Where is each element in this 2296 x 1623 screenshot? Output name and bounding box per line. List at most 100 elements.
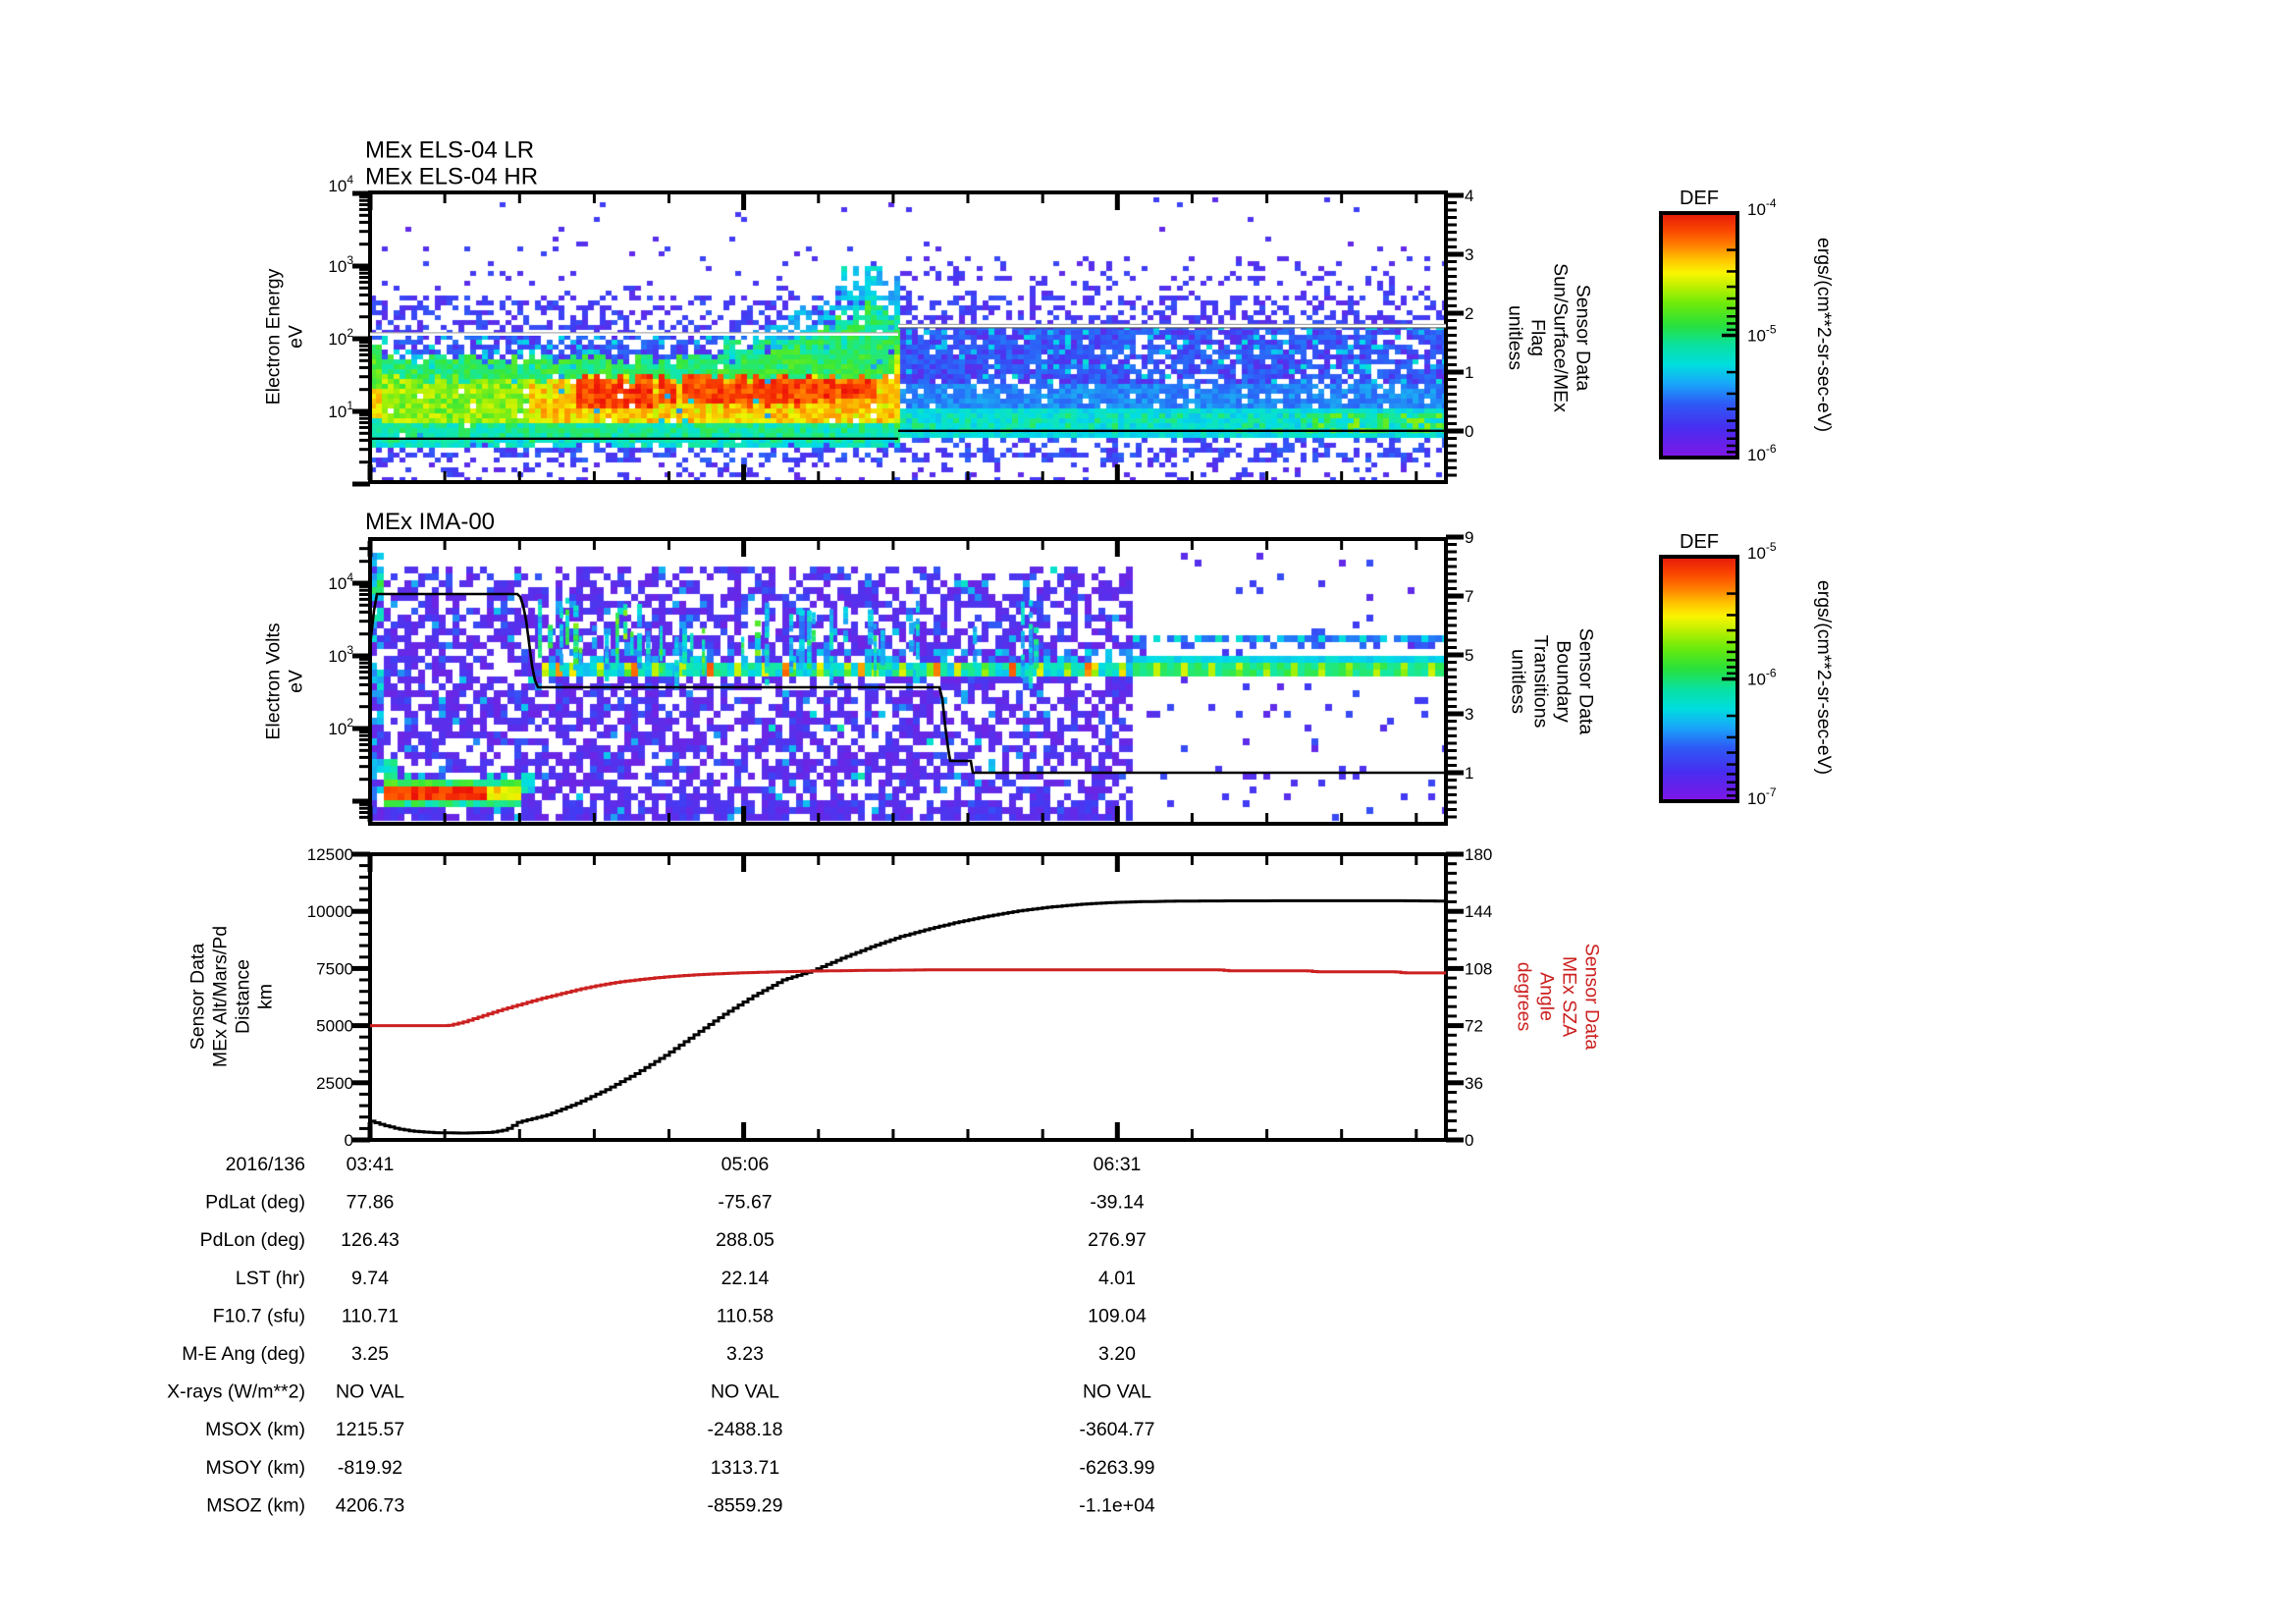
svg-text:36: 36 [1465,1074,1483,1093]
svg-text:0: 0 [345,1131,353,1150]
svg-text:ergs/(cm**2-sr-sec-eV): ergs/(cm**2-sr-sec-eV) [1813,238,1835,432]
svg-text:3: 3 [1465,245,1473,264]
svg-text:7500: 7500 [316,959,353,978]
svg-text:unitless: unitless [1508,649,1529,714]
svg-text:2: 2 [1465,304,1473,323]
svg-text:Sensor Data: Sensor Data [1573,285,1594,392]
svg-text:10000: 10000 [307,902,353,921]
svg-text:Flag: Flag [1527,319,1549,356]
svg-text:180: 180 [1465,845,1492,864]
svg-text:276.97: 276.97 [1088,1229,1147,1251]
svg-text:M-E Ang (deg): M-E Ang (deg) [182,1343,305,1365]
svg-text:MEx SZA: MEx SZA [1559,956,1580,1037]
svg-text:7: 7 [1465,587,1473,606]
svg-text:MEx ELS-04 HR: MEx ELS-04 HR [365,164,538,190]
svg-text:NO VAL: NO VAL [1083,1381,1151,1403]
svg-text:-2488.18: -2488.18 [708,1419,783,1440]
svg-text:104: 104 [328,570,353,593]
svg-text:22.14: 22.14 [721,1268,770,1289]
svg-text:2016/136: 2016/136 [226,1154,305,1175]
svg-text:110.58: 110.58 [717,1305,774,1326]
svg-text:3.25: 3.25 [351,1343,389,1365]
svg-text:km: km [255,984,277,1009]
svg-text:05:06: 05:06 [721,1154,770,1175]
svg-text:10-5: 10-5 [1747,323,1777,346]
svg-text:110.71: 110.71 [342,1305,399,1326]
svg-text:103: 103 [328,643,353,666]
svg-text:4: 4 [1465,187,1473,205]
svg-text:1: 1 [1465,764,1473,783]
svg-text:102: 102 [328,716,353,738]
svg-text:9.74: 9.74 [351,1268,389,1289]
svg-text:1: 1 [1465,363,1473,382]
svg-text:0: 0 [1465,422,1473,441]
svg-text:109.04: 109.04 [1088,1305,1147,1326]
svg-text:Sun/Surface/MEx: Sun/Surface/MEx [1550,263,1572,412]
svg-text:DEF: DEF [1680,188,1719,209]
svg-text:06:31: 06:31 [1094,1154,1142,1175]
svg-text:PdLat (deg): PdLat (deg) [205,1192,305,1214]
svg-text:4.01: 4.01 [1098,1268,1136,1289]
svg-text:Transitions: Transitions [1530,635,1552,729]
svg-text:Distance: Distance [233,959,254,1034]
svg-text:Boundary: Boundary [1553,640,1575,723]
svg-text:9: 9 [1465,528,1473,547]
svg-text:3.23: 3.23 [726,1343,764,1365]
svg-text:Electron Volts: Electron Volts [263,622,285,739]
svg-text:LST (hr): LST (hr) [236,1268,305,1289]
svg-text:Sensor Data: Sensor Data [1581,944,1603,1051]
svg-text:5: 5 [1465,646,1473,665]
svg-text:0: 0 [1465,1131,1473,1150]
svg-text:MSOX (km): MSOX (km) [205,1419,305,1440]
svg-text:-819.92: -819.92 [338,1457,402,1479]
svg-text:X-rays (W/m**2): X-rays (W/m**2) [167,1381,305,1403]
svg-text:F10.7 (sfu): F10.7 (sfu) [213,1305,305,1326]
svg-text:MEx IMA-00: MEx IMA-00 [365,509,495,535]
svg-text:10-6: 10-6 [1747,442,1777,464]
svg-text:108: 108 [1465,959,1492,978]
svg-text:2500: 2500 [316,1074,353,1093]
svg-text:-39.14: -39.14 [1090,1192,1144,1214]
svg-text:10-7: 10-7 [1747,785,1777,808]
svg-text:12500: 12500 [307,845,353,864]
svg-text:-3604.77: -3604.77 [1080,1419,1155,1440]
svg-text:eV: eV [286,325,307,349]
svg-text:4206.73: 4206.73 [336,1494,405,1516]
svg-text:5000: 5000 [316,1017,353,1036]
svg-text:-6263.99: -6263.99 [1080,1457,1155,1479]
svg-text:ergs/(cm**2-sr-sec-eV): ergs/(cm**2-sr-sec-eV) [1813,580,1835,775]
svg-text:Sensor Data: Sensor Data [187,944,209,1051]
svg-text:104: 104 [328,173,353,195]
svg-text:NO VAL: NO VAL [711,1381,779,1403]
svg-text:-1.1e+04: -1.1e+04 [1079,1494,1155,1516]
svg-text:MSOY (km): MSOY (km) [206,1457,305,1479]
svg-text:03:41: 03:41 [347,1154,395,1175]
svg-text:10-4: 10-4 [1747,196,1777,219]
svg-text:-75.67: -75.67 [718,1192,772,1214]
svg-text:MEx Alt/Mars/Pd: MEx Alt/Mars/Pd [210,926,232,1067]
svg-text:PdLon (deg): PdLon (deg) [200,1229,305,1251]
svg-text:10-5: 10-5 [1747,540,1777,563]
svg-text:126.43: 126.43 [341,1229,400,1251]
svg-text:3: 3 [1465,705,1473,724]
svg-text:NO VAL: NO VAL [336,1381,404,1403]
svg-text:288.05: 288.05 [716,1229,774,1251]
svg-text:10-6: 10-6 [1747,667,1777,689]
svg-text:77.86: 77.86 [347,1192,395,1214]
svg-text:1215.57: 1215.57 [336,1419,405,1440]
svg-text:unitless: unitless [1505,305,1526,370]
svg-text:degrees: degrees [1514,962,1535,1032]
svg-text:103: 103 [328,253,353,276]
svg-text:3.20: 3.20 [1098,1343,1136,1365]
svg-text:MEx ELS-04 LR: MEx ELS-04 LR [365,137,534,164]
svg-text:Angle: Angle [1536,972,1558,1021]
svg-text:DEF: DEF [1680,531,1719,553]
svg-text:72: 72 [1465,1017,1483,1036]
svg-text:1313.71: 1313.71 [711,1457,780,1479]
svg-text:-8559.29: -8559.29 [708,1494,783,1516]
svg-text:eV: eV [286,670,307,693]
svg-text:Sensor Data: Sensor Data [1575,628,1597,735]
svg-text:102: 102 [328,326,353,349]
svg-text:Electron Energy: Electron Energy [263,268,285,405]
svg-text:MSOZ (km): MSOZ (km) [206,1494,305,1516]
